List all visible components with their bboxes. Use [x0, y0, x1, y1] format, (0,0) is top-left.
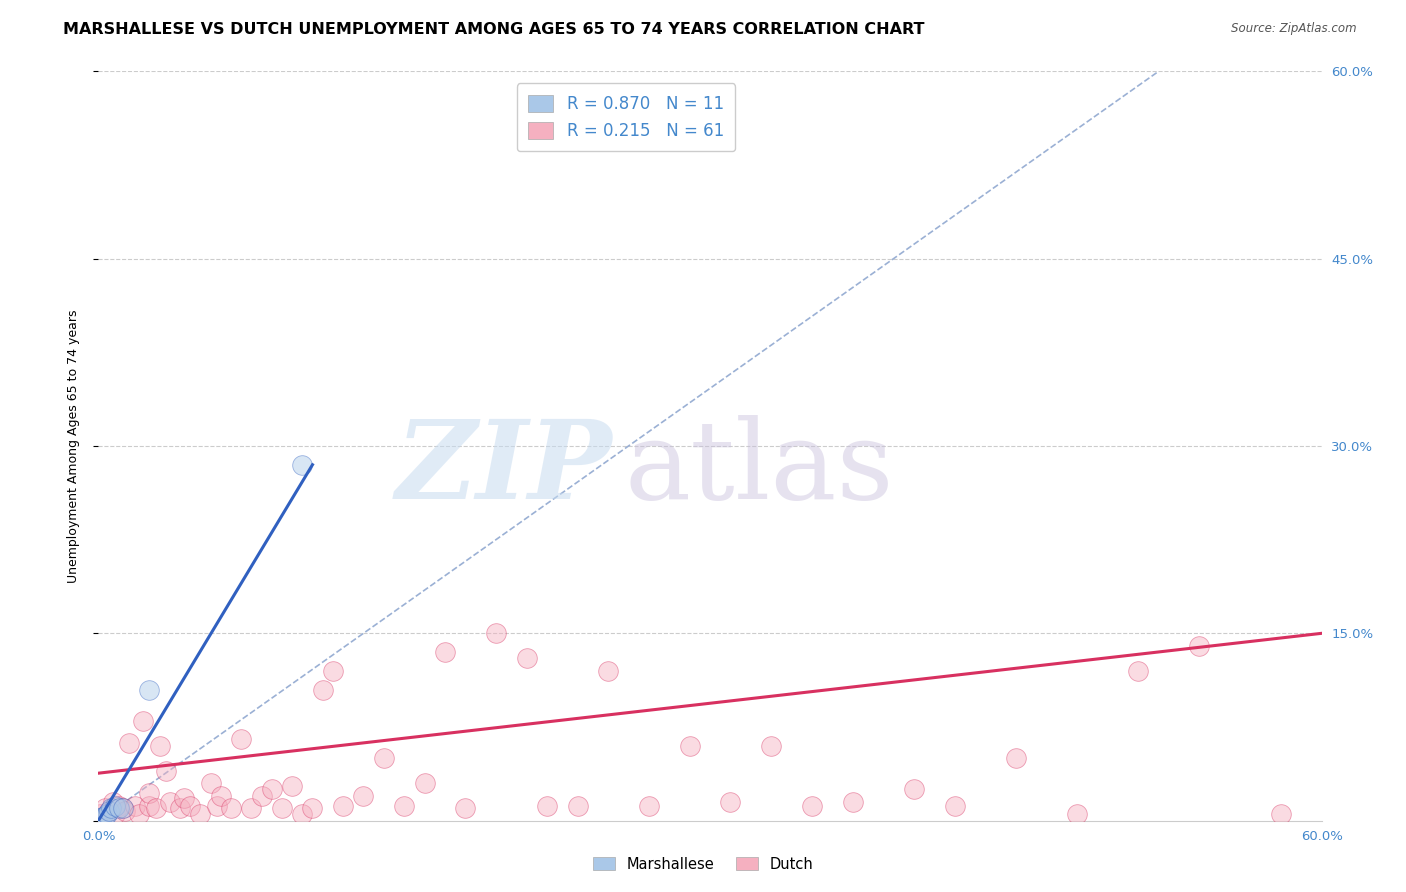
Text: ZIP: ZIP: [395, 415, 612, 522]
Point: [200, 776, 222, 790]
Point: [270, 801, 294, 815]
Point: [138, 798, 160, 813]
Point: [91, 810, 114, 824]
Point: [111, 801, 134, 815]
Point: [138, 682, 160, 697]
Point: [373, 751, 395, 765]
Point: [322, 664, 344, 678]
Point: [301, 801, 323, 815]
Point: [801, 798, 824, 813]
Point: [179, 798, 201, 813]
Point: [89, 811, 111, 825]
Point: [1188, 639, 1211, 653]
Point: [413, 776, 436, 790]
Point: [97, 804, 120, 818]
Text: MARSHALLESE VS DUTCH UNEMPLOYMENT AMONG AGES 65 TO 74 YEARS CORRELATION CHART: MARSHALLESE VS DUTCH UNEMPLOYMENT AMONG …: [63, 22, 925, 37]
Point: [155, 764, 177, 778]
Point: [173, 791, 195, 805]
Point: [567, 798, 589, 813]
Point: [332, 798, 354, 813]
Point: [96, 807, 118, 822]
Point: [219, 801, 242, 815]
Point: [637, 798, 661, 813]
Point: [108, 801, 131, 815]
Point: [159, 795, 181, 809]
Point: [291, 807, 314, 822]
Point: [138, 786, 160, 800]
Point: [250, 789, 273, 803]
Point: [145, 801, 167, 815]
Point: [943, 798, 966, 813]
Point: [679, 739, 702, 753]
Legend: Marshallese, Dutch: Marshallese, Dutch: [586, 851, 820, 878]
Point: [841, 795, 863, 809]
Point: [718, 795, 742, 809]
Point: [124, 798, 146, 813]
Point: [260, 782, 283, 797]
Point: [188, 807, 212, 822]
Text: atlas: atlas: [624, 415, 894, 522]
Point: [93, 808, 115, 822]
Point: [281, 779, 304, 793]
Point: [205, 798, 228, 813]
Point: [454, 801, 477, 815]
Text: Source: ZipAtlas.com: Source: ZipAtlas.com: [1232, 22, 1357, 36]
Y-axis label: Unemployment Among Ages 65 to 74 years: Unemployment Among Ages 65 to 74 years: [67, 310, 80, 582]
Point: [434, 645, 457, 659]
Point: [111, 801, 134, 815]
Point: [231, 732, 253, 747]
Legend: R = 0.870   N = 11, R = 0.215   N = 61: R = 0.870 N = 11, R = 0.215 N = 61: [516, 84, 735, 152]
Point: [598, 664, 620, 678]
Point: [97, 804, 120, 818]
Point: [209, 789, 232, 803]
Point: [132, 714, 155, 728]
Point: [128, 807, 150, 822]
Point: [291, 458, 314, 472]
Point: [1270, 807, 1292, 822]
Point: [149, 739, 172, 753]
Point: [100, 801, 122, 815]
Point: [104, 807, 127, 822]
Point: [118, 736, 141, 750]
Point: [101, 795, 124, 809]
Point: [352, 789, 374, 803]
Point: [903, 782, 925, 797]
Point: [93, 801, 115, 815]
Point: [485, 626, 508, 640]
Point: [89, 807, 111, 822]
Point: [1066, 807, 1088, 822]
Point: [392, 798, 416, 813]
Point: [516, 651, 538, 665]
Point: [1004, 751, 1026, 765]
Point: [114, 804, 136, 818]
Point: [169, 801, 191, 815]
Point: [761, 739, 783, 753]
Point: [108, 798, 131, 813]
Point: [104, 798, 127, 813]
Point: [240, 801, 263, 815]
Point: [1128, 664, 1150, 678]
Point: [536, 798, 558, 813]
Point: [312, 682, 335, 697]
